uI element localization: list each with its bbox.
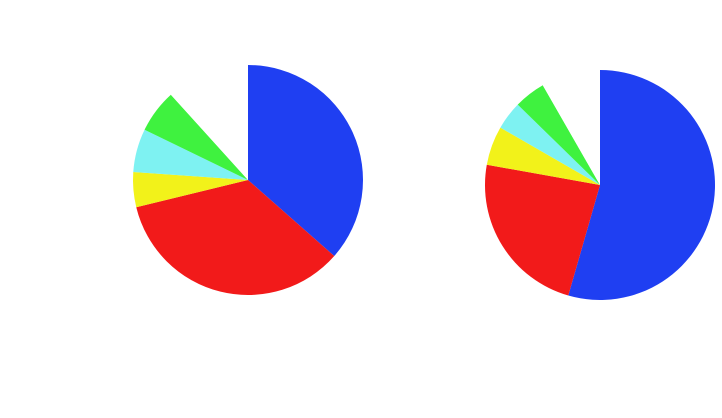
pie-charts (132, 65, 716, 301)
pie-slice (517, 85, 600, 185)
pie-slice (133, 129, 248, 180)
pie-slice (484, 164, 600, 296)
pie-slice (132, 172, 248, 208)
pie-slice (144, 94, 248, 180)
pie-slice (500, 104, 600, 185)
pie-slice (568, 70, 716, 301)
pie-slice (248, 65, 363, 257)
pie-slice (170, 65, 248, 180)
pie-slice (136, 180, 335, 295)
pie-slice (486, 127, 600, 185)
pie-slice (542, 70, 600, 185)
